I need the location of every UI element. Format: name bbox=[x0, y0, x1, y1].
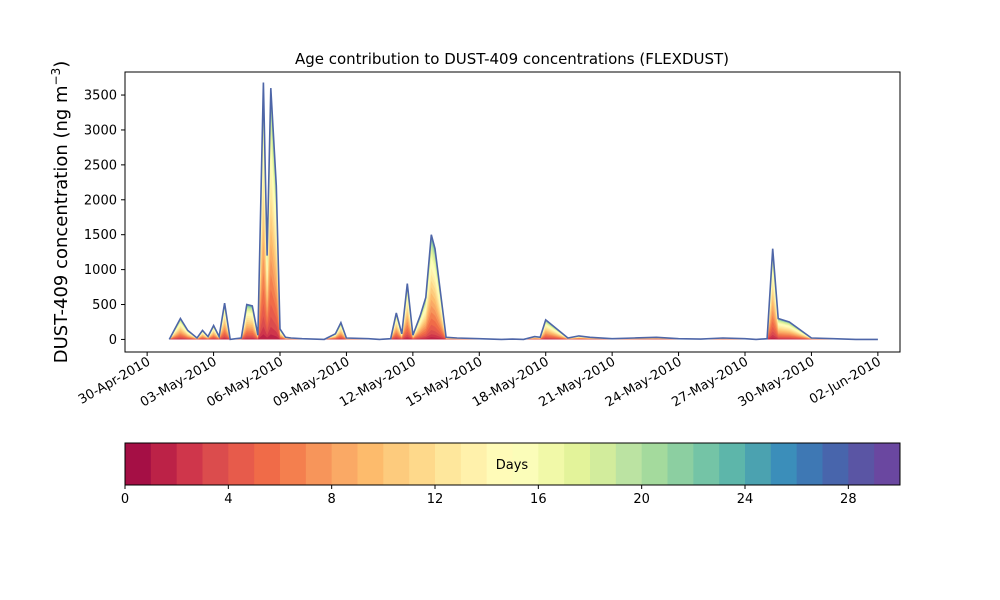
colorbar-segment bbox=[822, 443, 849, 485]
colorbar-segment bbox=[254, 443, 281, 485]
colorbar-tick-label: 28 bbox=[840, 492, 857, 507]
chart-title: Age contribution to DUST-409 concentrati… bbox=[295, 50, 729, 68]
colorbar-tick-label: 4 bbox=[224, 492, 232, 507]
colorbar-segment bbox=[564, 443, 591, 485]
colorbar-segment bbox=[796, 443, 823, 485]
colorbar-segment bbox=[770, 443, 798, 485]
colorbar-tick-label: 8 bbox=[328, 492, 336, 507]
colorbar-segment bbox=[874, 443, 901, 485]
colorbar-segment bbox=[228, 443, 255, 485]
stacked-area-series bbox=[168, 82, 878, 341]
y-axis-ticks: 0 500 1000 1500 2000 2500 3000 3500 bbox=[84, 89, 125, 348]
colorbar-tick-label: 0 bbox=[121, 492, 129, 507]
colorbar-segment bbox=[538, 443, 565, 485]
y-tick-label: 0 bbox=[109, 333, 117, 348]
colorbar-segment bbox=[667, 443, 694, 485]
x-tick-label: 02-Jun-2010 bbox=[807, 354, 884, 407]
colorbar-segment bbox=[331, 443, 358, 485]
colorbar-segment bbox=[125, 443, 152, 485]
colorbar-tick-label: 16 bbox=[530, 492, 547, 507]
colorbar-segment bbox=[693, 443, 720, 485]
colorbar-ticks: 0 4 8 12 16 20 24 28 bbox=[121, 485, 857, 507]
x-axis-ticks: 30-Apr-201003-May-201006-May-201009-May-… bbox=[76, 352, 884, 410]
colorbar-segment bbox=[719, 443, 746, 485]
y-tick-label: 2500 bbox=[84, 158, 117, 173]
colorbar-segment bbox=[357, 443, 384, 485]
y-tick-label: 3000 bbox=[84, 123, 117, 138]
colorbar-segment bbox=[383, 443, 410, 485]
colorbar-segment bbox=[615, 443, 643, 485]
colorbar-segment bbox=[202, 443, 229, 485]
colorbar-segment bbox=[280, 443, 307, 485]
colorbar-segment bbox=[641, 443, 668, 485]
colorbar-segment bbox=[305, 443, 333, 485]
y-tick-label: 2000 bbox=[84, 193, 117, 208]
colorbar bbox=[125, 443, 901, 485]
plot-area-frame bbox=[124, 71, 901, 353]
colorbar-segment bbox=[590, 443, 617, 485]
y-axis-label: DUST-409 concentration (ng m−3) bbox=[49, 61, 72, 364]
y-tick-label: 3500 bbox=[84, 89, 117, 104]
colorbar-segment bbox=[512, 443, 539, 485]
colorbar-segment bbox=[745, 443, 772, 485]
colorbar-segment bbox=[150, 443, 178, 485]
colorbar-label: Days bbox=[496, 458, 529, 473]
colorbar-tick-label: 24 bbox=[737, 492, 754, 507]
colorbar-segment bbox=[486, 443, 513, 485]
colorbar-segment bbox=[176, 443, 203, 485]
y-tick-label: 1500 bbox=[84, 228, 117, 243]
total-outline bbox=[168, 82, 878, 341]
colorbar-segment bbox=[460, 443, 488, 485]
colorbar-frame bbox=[124, 442, 901, 486]
y-tick-label: 500 bbox=[92, 298, 117, 313]
colorbar-segment bbox=[435, 443, 462, 485]
colorbar-segment bbox=[409, 443, 436, 485]
colorbar-tick-label: 12 bbox=[427, 492, 444, 507]
colorbar-tick-label: 20 bbox=[633, 492, 650, 507]
colorbar-segment bbox=[848, 443, 875, 485]
y-tick-label: 1000 bbox=[84, 263, 117, 278]
